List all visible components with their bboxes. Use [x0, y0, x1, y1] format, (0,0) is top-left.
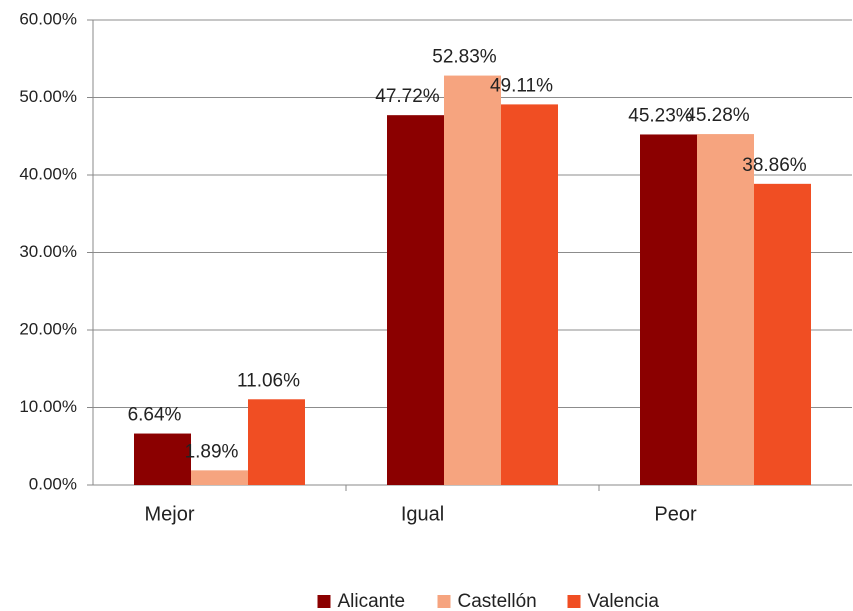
x-tick-label: Peor: [654, 503, 697, 525]
value-label: 1.89%: [185, 441, 239, 462]
bar: [501, 104, 558, 486]
x-tick-label: Mejor: [144, 503, 194, 525]
value-label: 45.23%: [628, 105, 693, 126]
y-tick-label: 60.00%: [19, 9, 77, 28]
x-tick-label: Igual: [401, 503, 444, 525]
bar: [754, 183, 811, 485]
legend-swatch: [437, 595, 451, 608]
value-label: 52.83%: [432, 47, 497, 68]
y-tick-label: 40.00%: [19, 164, 77, 183]
legend-label: Castellón: [458, 591, 537, 611]
legend-swatch: [317, 595, 331, 608]
value-label: 6.64%: [128, 405, 182, 426]
value-label: 49.11%: [490, 75, 553, 96]
y-tick-label: 20.00%: [19, 319, 77, 338]
value-label: 38.86%: [742, 155, 807, 176]
bar: [387, 115, 444, 486]
legend-label: Alicante: [338, 591, 406, 611]
legend-swatch: [567, 595, 581, 608]
y-tick-label: 30.00%: [19, 242, 77, 261]
value-label: 47.72%: [375, 86, 440, 107]
bar: [697, 134, 754, 485]
y-tick-label: 0.00%: [29, 474, 77, 493]
y-tick-label: 50.00%: [19, 87, 77, 106]
value-label: 45.28%: [685, 105, 750, 126]
y-tick-label: 10.00%: [19, 397, 77, 416]
bar: [640, 134, 697, 485]
value-label: 11.06%: [237, 370, 300, 391]
bar: [191, 470, 248, 485]
legend-label: Valencia: [588, 591, 660, 611]
bar: [134, 433, 191, 485]
bar: [248, 399, 305, 485]
bar: [444, 75, 501, 485]
